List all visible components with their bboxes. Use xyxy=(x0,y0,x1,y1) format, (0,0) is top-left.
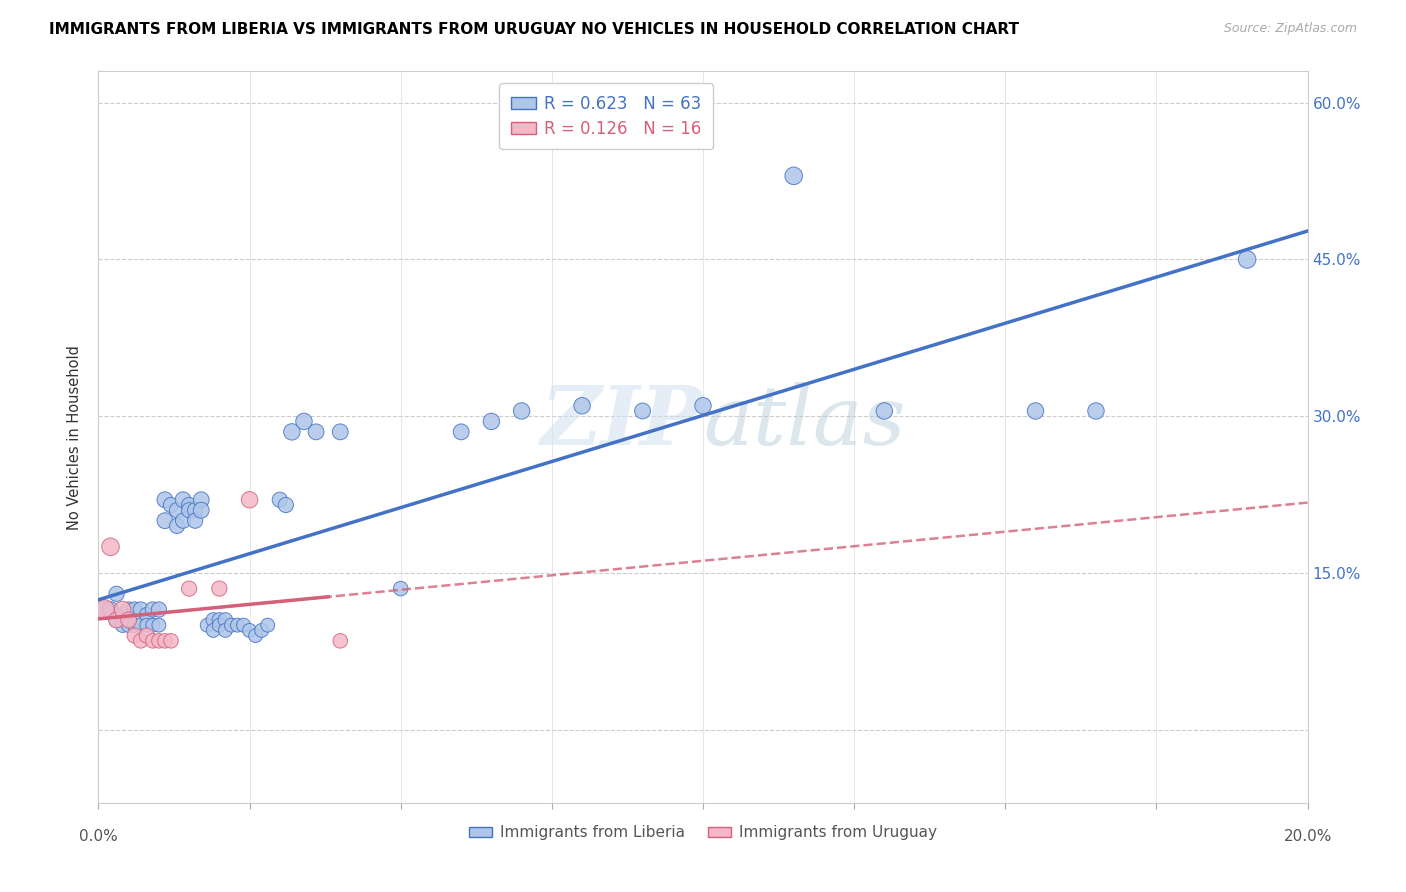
Point xyxy=(631,404,654,418)
Point xyxy=(135,629,157,643)
Point xyxy=(118,613,141,627)
Text: Source: ZipAtlas.com: Source: ZipAtlas.com xyxy=(1223,22,1357,36)
Point xyxy=(214,613,236,627)
Point xyxy=(124,602,146,616)
Point xyxy=(179,582,201,596)
Point xyxy=(118,618,141,632)
Point xyxy=(269,492,291,507)
Point xyxy=(148,618,170,632)
Point xyxy=(202,624,225,638)
Legend: Immigrants from Liberia, Immigrants from Uruguay: Immigrants from Liberia, Immigrants from… xyxy=(464,819,942,847)
Point xyxy=(783,169,806,183)
Text: ZIP: ZIP xyxy=(540,383,703,462)
Point xyxy=(281,425,304,439)
Y-axis label: No Vehicles in Household: No Vehicles in Household xyxy=(67,344,83,530)
Point xyxy=(190,492,212,507)
Point xyxy=(184,503,207,517)
Point xyxy=(166,503,188,517)
Point xyxy=(129,633,152,648)
Point xyxy=(250,624,273,638)
Point xyxy=(208,582,231,596)
Point xyxy=(135,618,157,632)
Point xyxy=(100,602,122,616)
Point xyxy=(571,399,593,413)
Point xyxy=(105,613,128,627)
Point xyxy=(93,602,115,616)
Point xyxy=(274,498,297,512)
Point xyxy=(329,633,352,648)
Point xyxy=(111,607,134,622)
Point xyxy=(153,514,176,528)
Point xyxy=(239,624,262,638)
Point xyxy=(148,633,170,648)
Point xyxy=(179,503,201,517)
Point xyxy=(148,602,170,616)
Point xyxy=(172,514,194,528)
Point xyxy=(214,624,236,638)
Point xyxy=(93,602,115,616)
Point xyxy=(195,618,218,632)
Point xyxy=(208,618,231,632)
Point xyxy=(111,602,134,616)
Point xyxy=(142,618,165,632)
Point xyxy=(160,633,183,648)
Point xyxy=(481,414,503,428)
Text: IMMIGRANTS FROM LIBERIA VS IMMIGRANTS FROM URUGUAY NO VEHICLES IN HOUSEHOLD CORR: IMMIGRANTS FROM LIBERIA VS IMMIGRANTS FR… xyxy=(49,22,1019,37)
Point xyxy=(292,414,315,428)
Text: 20.0%: 20.0% xyxy=(1284,829,1331,844)
Point xyxy=(510,404,533,418)
Point xyxy=(190,503,212,517)
Point xyxy=(226,618,249,632)
Point xyxy=(208,613,231,627)
Point xyxy=(105,613,128,627)
Point xyxy=(142,602,165,616)
Point xyxy=(153,492,176,507)
Point xyxy=(1085,404,1108,418)
Point xyxy=(172,492,194,507)
Point xyxy=(129,602,152,616)
Point xyxy=(221,618,243,632)
Point xyxy=(124,618,146,632)
Point xyxy=(100,540,122,554)
Point xyxy=(245,629,267,643)
Point xyxy=(184,514,207,528)
Point xyxy=(239,492,262,507)
Point xyxy=(232,618,254,632)
Text: 0.0%: 0.0% xyxy=(79,829,118,844)
Point xyxy=(105,587,128,601)
Point xyxy=(160,498,183,512)
Text: atlas: atlas xyxy=(703,383,905,462)
Point xyxy=(166,519,188,533)
Point xyxy=(129,618,152,632)
Point xyxy=(111,618,134,632)
Point xyxy=(118,602,141,616)
Point xyxy=(450,425,472,439)
Point xyxy=(692,399,714,413)
Point xyxy=(1236,252,1258,267)
Point xyxy=(124,629,146,643)
Point xyxy=(142,633,165,648)
Point xyxy=(305,425,328,439)
Point xyxy=(389,582,412,596)
Point xyxy=(1024,404,1046,418)
Point xyxy=(135,607,157,622)
Point xyxy=(179,498,201,512)
Point xyxy=(153,633,176,648)
Point xyxy=(873,404,896,418)
Point xyxy=(329,425,352,439)
Point xyxy=(256,618,278,632)
Point xyxy=(202,613,225,627)
